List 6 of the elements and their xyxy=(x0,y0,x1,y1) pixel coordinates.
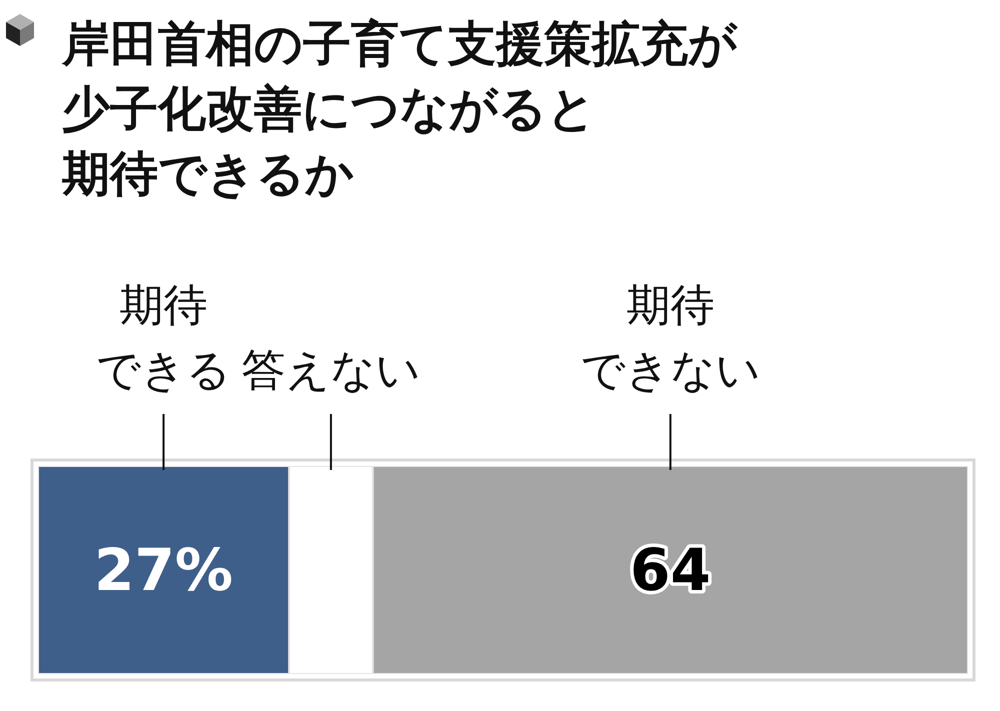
series-label: 答えない xyxy=(241,345,420,396)
chart-title: 岸田首相の子育て支援策拡充が少子化改善につながると期待できるか xyxy=(61,16,738,202)
data-label: 27% xyxy=(94,536,233,604)
data-label: 64 xyxy=(630,536,711,604)
series-label: 期待できる xyxy=(96,280,232,396)
series-label: 期待できない xyxy=(580,280,760,396)
